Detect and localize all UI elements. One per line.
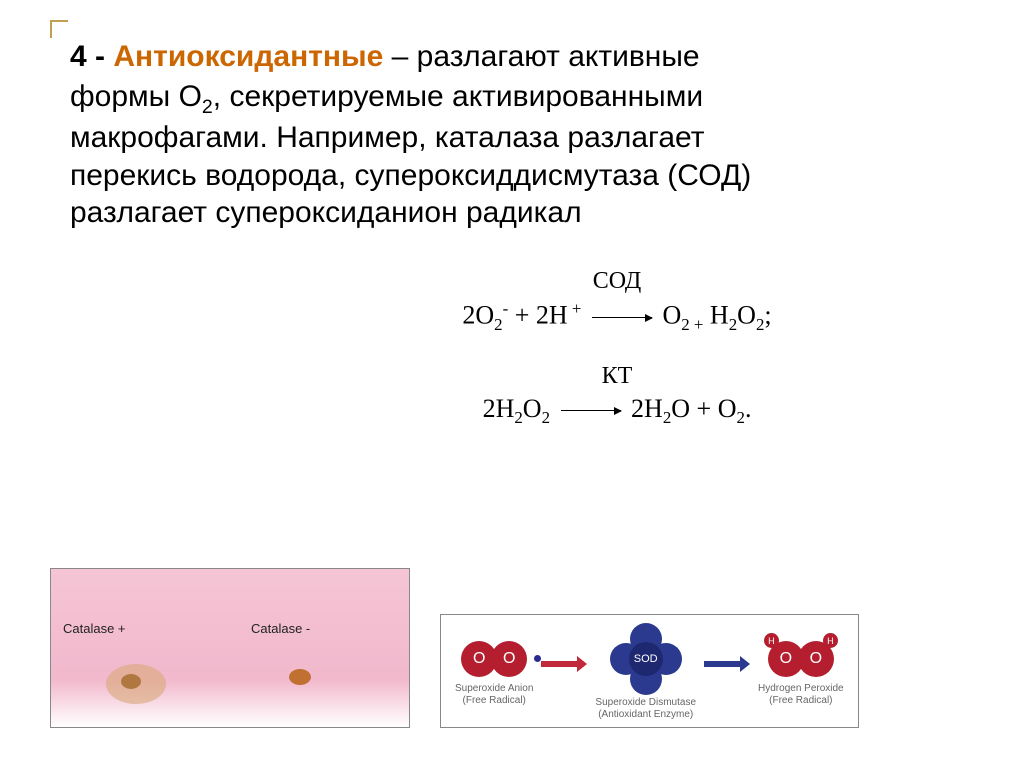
title-rest: – разлагают активные <box>383 40 699 73</box>
eq-sub: 2 <box>729 315 737 334</box>
label-text: Superoxide Anion <box>455 683 533 694</box>
catalase-blob-inner <box>121 674 141 689</box>
eq-sub: 2 <box>494 315 502 334</box>
para-line3: перекись водорода, супероксиддисмутаза (… <box>70 159 751 192</box>
eq-part: H <box>703 301 728 330</box>
eq-sup: + <box>568 299 582 318</box>
catalase-blob-neg <box>289 669 311 685</box>
diagram-arrow <box>704 658 750 670</box>
para-line1b: , секретируемые активированными <box>213 80 703 113</box>
title-number: 4 - <box>70 40 113 73</box>
label-text: (Free Radical) <box>463 695 526 706</box>
label-text: Hydrogen Peroxide <box>758 683 844 694</box>
sod-enzyme: SOD Superoxide Dismutase (Antioxidant En… <box>595 627 696 721</box>
eq-part: 2O <box>462 301 494 330</box>
bottom-row: Catalase + Catalase - O O Superoxide Ani… <box>50 568 984 728</box>
para-line2: макрофагами. Например, каталаза разлагае… <box>70 121 704 154</box>
diagram-arrow <box>541 658 587 670</box>
corner-decoration <box>50 20 68 38</box>
eq-sub: 2 <box>514 408 522 427</box>
sod-diagram: O O Superoxide Anion (Free Radical) <box>440 614 859 728</box>
label-text: (Free Radical) <box>769 695 832 706</box>
eq-part: 2H <box>631 394 663 423</box>
eq-sub: 2 + <box>681 315 703 334</box>
eq-part: + 2H <box>508 301 567 330</box>
diagram-label: Superoxide Anion (Free Radical) <box>455 683 533 707</box>
para-line1a: формы О <box>70 80 202 113</box>
kt-label: КТ <box>270 363 964 390</box>
sod-equation: 2O2- + 2H + O2 + H2O2; <box>270 299 964 335</box>
eq-part: . <box>745 394 752 423</box>
reaction-arrow <box>561 410 621 411</box>
title-highlight: Антиоксидантные <box>113 40 383 73</box>
catalase-image: Catalase + Catalase - <box>50 568 410 728</box>
eq-part: O <box>737 301 756 330</box>
sod-label: СОД <box>270 268 964 295</box>
sod-center: SOD <box>629 642 663 676</box>
eq-part: 2H <box>483 394 515 423</box>
eq-part: O <box>662 301 681 330</box>
eq-part: O <box>523 394 542 423</box>
hydrogen-atom: H <box>764 633 779 648</box>
diagram-label: Hydrogen Peroxide (Free Radical) <box>758 683 844 707</box>
reaction-arrow <box>592 317 652 318</box>
catalase-neg-label: Catalase - <box>251 621 310 636</box>
catalase-pos-label: Catalase + <box>63 621 126 636</box>
hydrogen-atom: H <box>823 633 838 648</box>
eq-sub: 2 <box>736 408 744 427</box>
superoxide-anion: O O Superoxide Anion (Free Radical) <box>455 641 533 707</box>
eq-sub: 2 <box>663 408 671 427</box>
paragraph: формы О2, секретируемые активированными … <box>70 78 964 232</box>
diagram-label: Superoxide Dismutase (Antioxidant Enzyme… <box>595 697 696 721</box>
slide-title: 4 - Антиоксидантные – разлагают активные <box>70 40 964 74</box>
label-text: Superoxide Dismutase <box>595 697 696 708</box>
eq-part: ; <box>764 301 771 330</box>
oxygen-atom: O <box>491 641 527 677</box>
hydrogen-peroxide: O O H H Hydrogen Peroxide (Free Radical) <box>758 641 844 707</box>
para-sub1: 2 <box>202 96 213 118</box>
radical-dot <box>534 655 541 662</box>
kt-equation: 2H2O2 2H2O + O2. <box>270 394 964 428</box>
label-text: (Antioxidant Enzyme) <box>598 709 693 720</box>
eq-sub: 2 <box>542 408 550 427</box>
equations-block: СОД 2O2- + 2H + O2 + H2O2; КТ 2H2O2 2H2O… <box>70 268 964 428</box>
eq-part: O + O <box>671 394 736 423</box>
para-line4: разлагает супероксиданион радикал <box>70 196 582 229</box>
